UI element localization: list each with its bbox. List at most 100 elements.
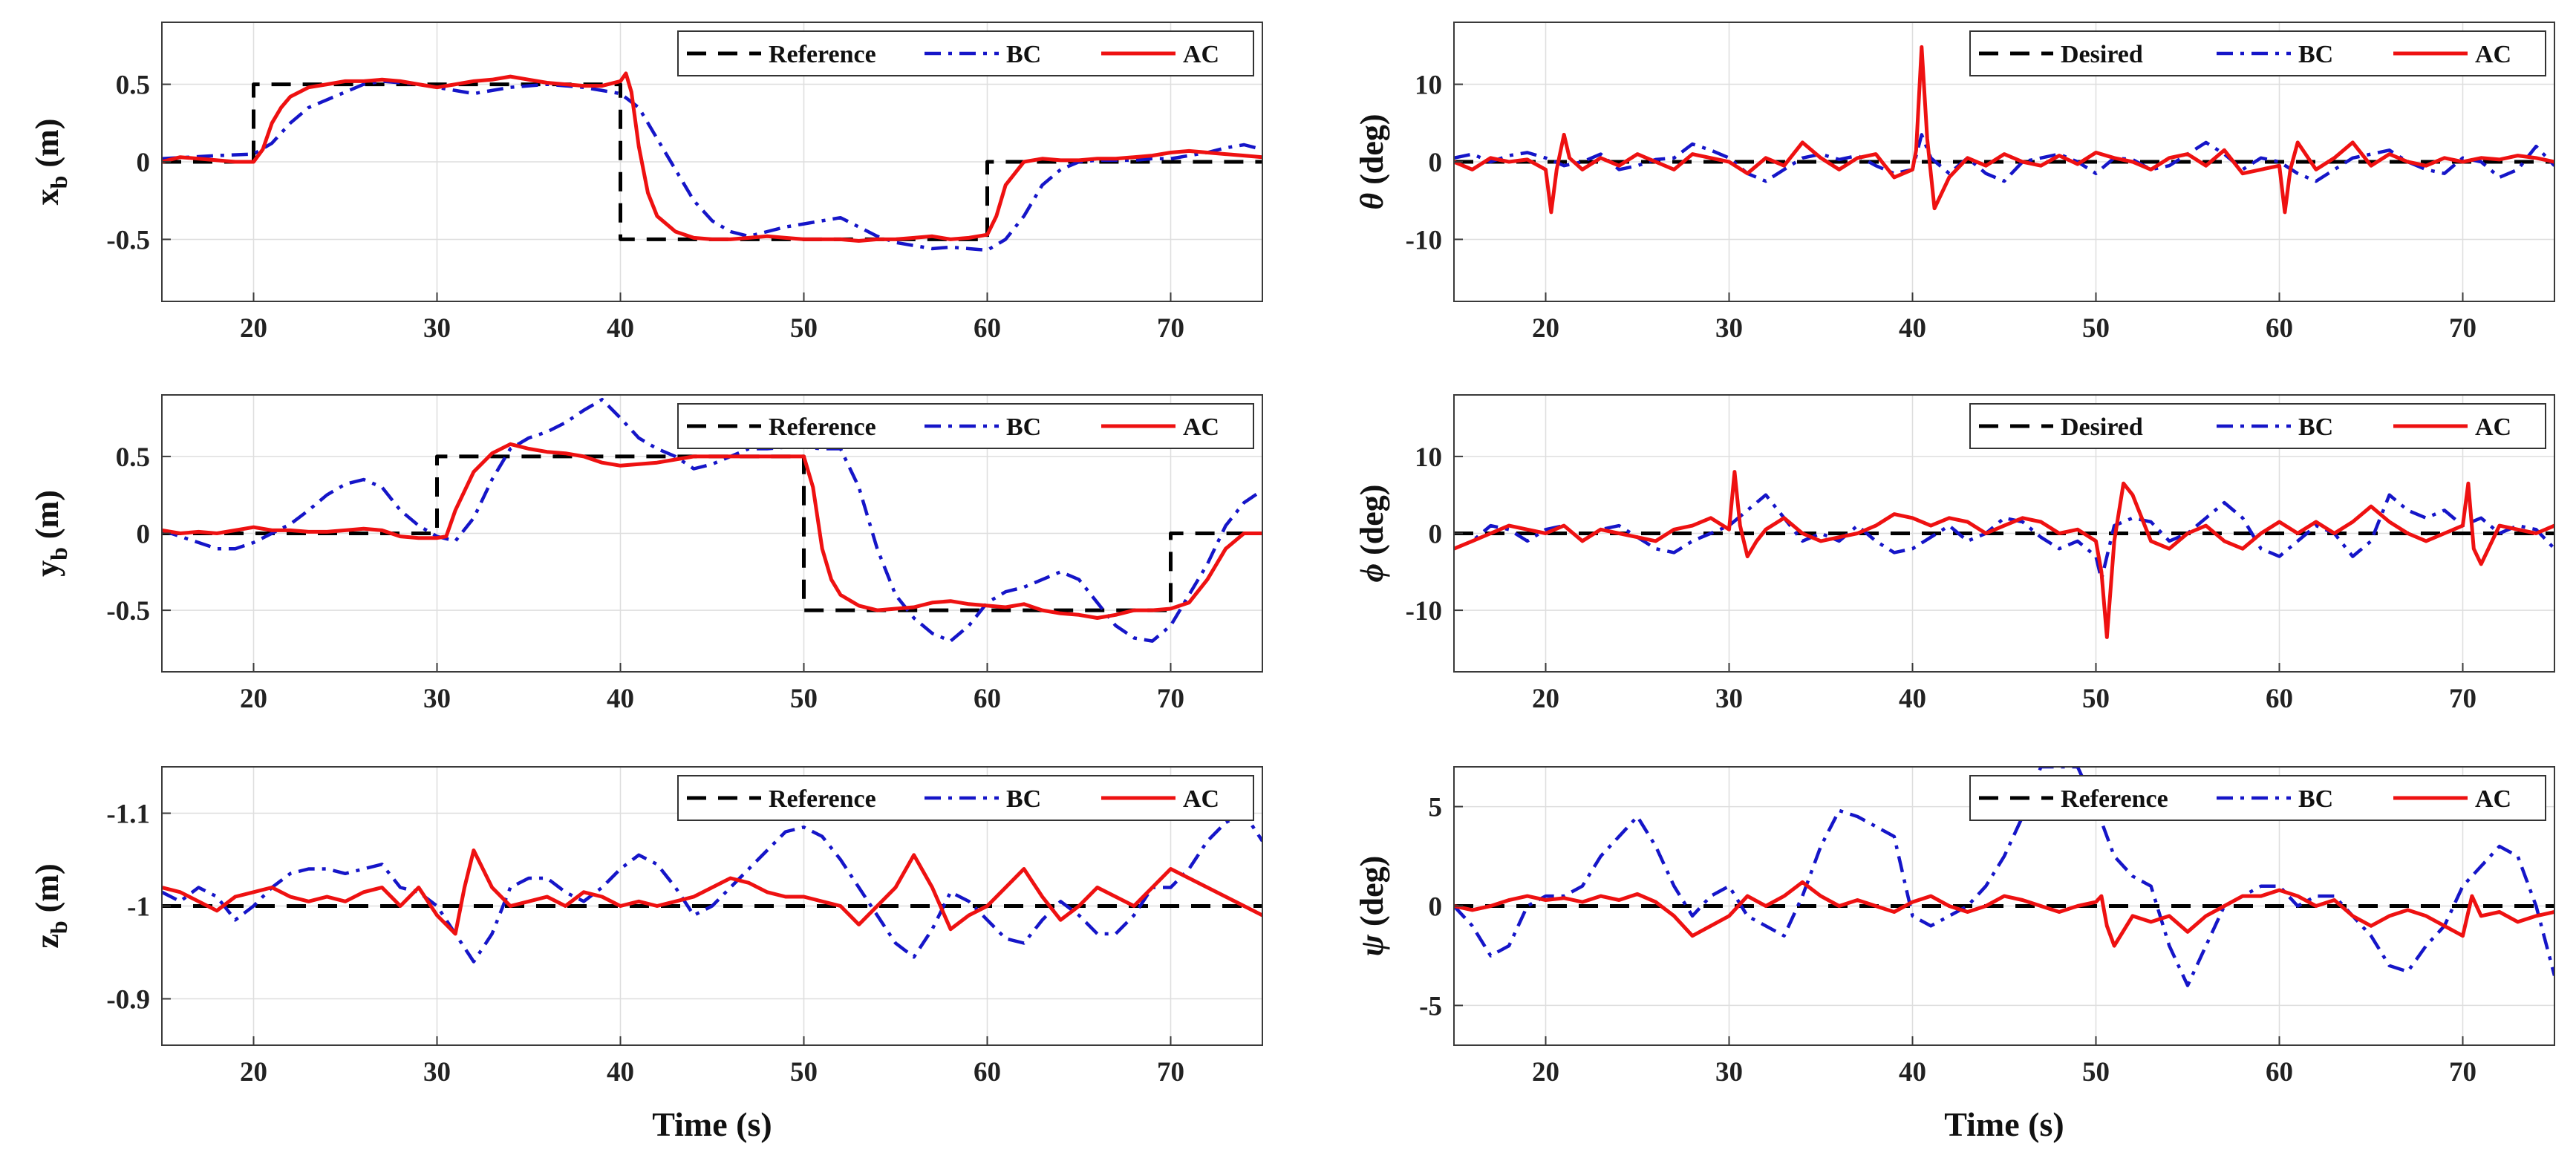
x-tick-label: 40	[1899, 313, 1926, 344]
x-tick-label: 50	[790, 1057, 818, 1088]
legend: Reference BC AC	[677, 30, 1254, 76]
series-line-bc	[1454, 133, 2554, 183]
x-tick-label: 60	[2266, 684, 2293, 714]
legend-label-bc: BC	[1006, 41, 1041, 68]
x-tick-label: 60	[974, 313, 1001, 344]
x-tick-label: 40	[607, 313, 634, 344]
x-tick-label: 30	[1715, 313, 1743, 344]
legend-label-bc: BC	[1006, 413, 1041, 441]
series-line-ac	[1454, 470, 2554, 639]
legend-label-desired: Desired	[2061, 41, 2143, 68]
x-tick-label: 50	[790, 684, 818, 714]
x-tick-label: 50	[2082, 1057, 2110, 1088]
x-tick-label: 40	[607, 1057, 634, 1088]
legend-label-ac: AC	[2475, 41, 2511, 68]
legend-label-ac: AC	[1183, 785, 1219, 813]
x-tick-label: 70	[2449, 313, 2476, 344]
series-line-bc	[162, 397, 1262, 643]
series-group	[162, 397, 1262, 643]
series-line-bc	[1454, 767, 2554, 987]
y-tick-label: -1	[127, 892, 150, 923]
y-axis-label: zb (m)	[29, 863, 72, 948]
x-tick-label: 70	[2449, 1057, 2476, 1088]
x-tick-label: 40	[1899, 1057, 1926, 1088]
series-line-reference	[162, 82, 1262, 241]
legend: Reference BC AC	[1969, 775, 2546, 821]
y-tick-label: 0.5	[116, 442, 150, 473]
series-line-ac	[162, 848, 1262, 936]
y-tick-label: 0	[1429, 148, 1443, 178]
y-tick-label: 0	[137, 148, 151, 178]
panel-zb: 20 30 40 50 60 70 -1.1 -1 -0.9 zb (m) Reference BC A…	[29, 766, 1263, 1088]
x-tick-label: 60	[974, 1057, 1001, 1088]
series-line-ac	[1454, 45, 2554, 215]
legend-label-bc: BC	[2298, 413, 2333, 441]
legend-label-bc: BC	[2298, 785, 2333, 813]
y-tick-label: 10	[1415, 442, 1442, 473]
panel-xb: 20 30 40 50 60 70 0.5 0 -0.5 xb (m) Reference BC AC	[29, 22, 1263, 344]
x-tick-label: 60	[974, 684, 1001, 714]
series-group	[1454, 45, 2554, 215]
legend-label-bc: BC	[2298, 41, 2333, 68]
legend: Reference BC AC	[677, 775, 1254, 821]
x-tick-label: 50	[790, 313, 818, 344]
series-group	[1454, 470, 2554, 639]
x-tick-label: 70	[1157, 313, 1184, 344]
series-line-ac	[162, 71, 1262, 243]
y-axis-label: yb (m)	[29, 490, 72, 577]
x-tick-label: 50	[2082, 684, 2110, 714]
y-tick-label: -0.9	[106, 985, 150, 1016]
x-tick-label: 20	[240, 1057, 267, 1088]
y-tick-label: -5	[1419, 991, 1442, 1021]
panel-theta: 20 30 40 50 60 70 10 0 -10 θ (deg) Desired BC AC	[1354, 22, 2555, 344]
x-tick-label: 30	[1715, 684, 1743, 714]
x-tick-label: 40	[1899, 684, 1926, 714]
x-tick-label: 20	[1532, 684, 1559, 714]
y-axis-label: xb (m)	[29, 119, 72, 206]
legend: Desired BC AC	[1969, 403, 2546, 449]
y-axis-label: ψ (deg)	[1354, 856, 1390, 957]
series-line-ac	[162, 442, 1262, 620]
y-tick-label: 0	[1429, 892, 1443, 923]
legend-label-ac: AC	[1183, 413, 1219, 441]
y-tick-label: -10	[1406, 596, 1442, 627]
x-tick-label: 30	[423, 313, 451, 344]
series-group	[1454, 767, 2554, 987]
y-tick-label: 0.5	[116, 71, 150, 101]
y-tick-label: 5	[1429, 793, 1443, 823]
x-tick-label: 30	[1715, 1057, 1743, 1088]
legend-label-desired: Desired	[2061, 413, 2143, 441]
y-tick-label: 0	[1429, 520, 1443, 550]
x-tick-label: 70	[2449, 684, 2476, 714]
x-tick-label: 30	[423, 1057, 451, 1088]
legend-label-reference: Reference	[2061, 785, 2168, 813]
series-line-ac	[1454, 880, 2554, 948]
y-tick-label: 0	[137, 520, 151, 550]
series-line-reference	[162, 454, 1262, 612]
y-axis-label: θ (deg)	[1354, 114, 1390, 209]
x-tick-label: 20	[1532, 1057, 1559, 1088]
x-tick-label: 70	[1157, 1057, 1184, 1088]
x-tick-label: 60	[2266, 1057, 2293, 1088]
x-tick-label: 30	[423, 684, 451, 714]
y-tick-label: -0.5	[106, 225, 150, 255]
x-tick-label: 20	[240, 684, 267, 714]
legend: Desired BC AC	[1969, 30, 2546, 76]
y-tick-label: -10	[1406, 225, 1442, 255]
panel-phi: 20 30 40 50 60 70 10 0 -10 ϕ (deg) Desired BC AC	[1354, 394, 2555, 714]
x-tick-label: 40	[607, 684, 634, 714]
x-axis-label: Time (s)	[652, 1105, 772, 1143]
x-axis-label: Time (s)	[1944, 1105, 2064, 1143]
legend-label-bc: BC	[1006, 785, 1041, 813]
x-tick-label: 20	[240, 313, 267, 344]
series-line-bc	[162, 811, 1262, 964]
series-group	[162, 71, 1262, 252]
y-tick-label: -1.1	[106, 799, 150, 830]
y-axis-label: ϕ (deg)	[1354, 485, 1390, 583]
legend-label-reference: Reference	[769, 785, 876, 813]
legend-label-ac: AC	[2475, 413, 2511, 441]
legend-label-ac: AC	[2475, 785, 2511, 813]
x-tick-label: 60	[2266, 313, 2293, 344]
y-tick-label: 10	[1415, 71, 1442, 101]
